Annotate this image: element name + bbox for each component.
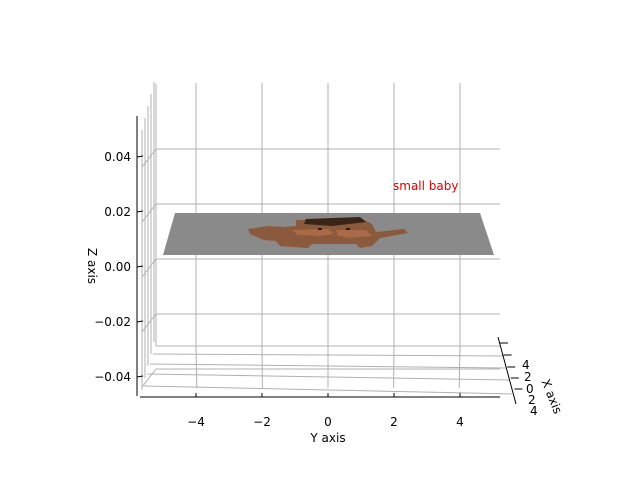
y-tick-label: 4 — [456, 415, 464, 429]
x-tick-label: 2 — [528, 393, 536, 407]
grid-line-z-left — [141, 368, 157, 388]
z-axis-ticks: −0.04 −0.02 0.00 0.02 0.04 — [94, 150, 144, 384]
baby-figure-image — [248, 217, 408, 248]
x-tick-label: 0 — [526, 382, 534, 396]
z-tick-label: 0.04 — [104, 150, 131, 164]
z-tick-label: 0.02 — [104, 205, 131, 219]
z-tick-mark — [136, 155, 144, 158]
x-axis-label: X axis — [538, 377, 564, 416]
x-tick-label: 4 — [522, 358, 530, 372]
z-tick-mark — [136, 265, 144, 268]
x-tick-label: 4 — [530, 404, 538, 418]
x-tick-label: 2 — [524, 370, 532, 384]
y-tick-label: −4 — [187, 415, 205, 429]
pane-grid-left — [141, 82, 157, 390]
z-tick-mark — [136, 210, 144, 213]
z-axis-label: Z axis — [85, 248, 99, 284]
grid-line-x-floor — [152, 353, 504, 357]
y-tick-label: −2 — [253, 415, 271, 429]
y-tick-label: 2 — [390, 415, 398, 429]
y-tick-label: 0 — [324, 415, 332, 429]
grid-line-x-floor — [146, 373, 510, 381]
z-tick-mark — [136, 375, 144, 378]
annotation-small-baby: small baby — [393, 179, 458, 193]
pane-grid-floor — [143, 345, 513, 395]
z-tick-label: 0.00 — [104, 260, 131, 274]
axis-lines — [136, 116, 517, 405]
z-tick-mark — [136, 320, 144, 323]
grid-line-x-floor — [143, 385, 513, 395]
grid-line-x-floor — [149, 363, 507, 369]
grid-line-y-floor — [195, 345, 198, 389]
y-axis-label: Y axis — [309, 431, 345, 445]
z-tick-label: −0.04 — [94, 370, 131, 384]
z-tick-label: −0.02 — [94, 315, 131, 329]
y-axis-ticks: −4 −2 0 2 4 — [187, 393, 464, 429]
